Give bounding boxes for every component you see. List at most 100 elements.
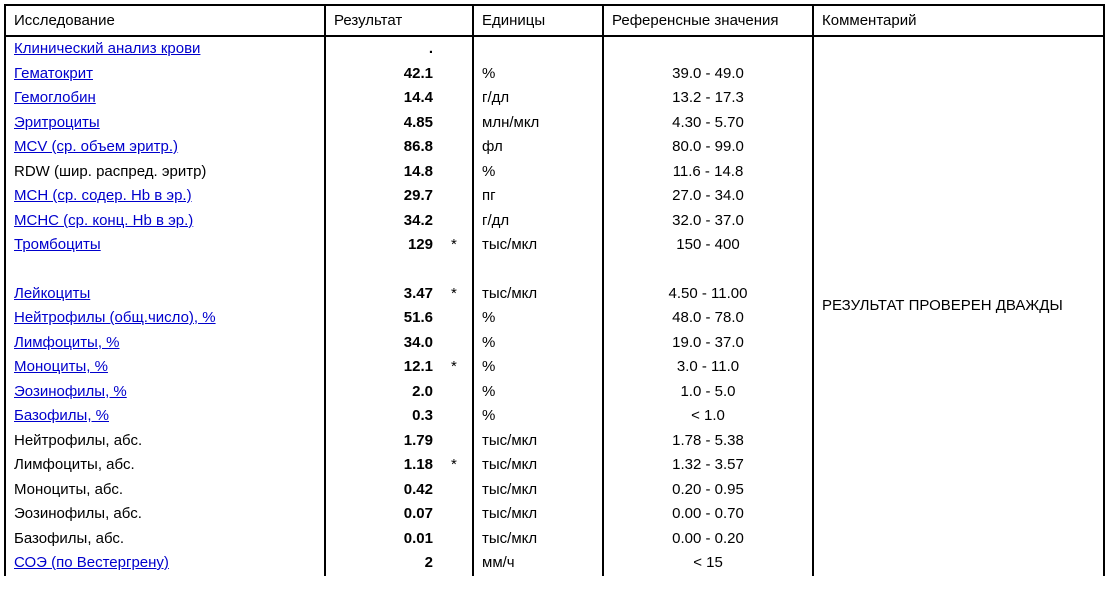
result-value: 29.7 (334, 185, 435, 208)
flag-cell (443, 184, 473, 209)
flag-cell (443, 527, 473, 552)
blank-cell (5, 258, 325, 282)
test-name-cell: Моноциты, % (5, 355, 325, 380)
result-cell: 3.47 (325, 282, 443, 307)
test-label: Моноциты, абс. (14, 481, 123, 498)
test-name-cell: Эозинофилы, % (5, 380, 325, 405)
result-value: 2.0 (334, 381, 435, 404)
result-value: 0.42 (334, 479, 435, 502)
flag-cell: * (443, 453, 473, 478)
test-link[interactable]: Эозинофилы, % (14, 383, 127, 400)
result-cell: 4.85 (325, 111, 443, 136)
table-row: Клинический анализ крови.РЕЗУЛЬТАТ ПРОВЕ… (5, 36, 1104, 62)
blank-cell (325, 258, 443, 282)
test-link[interactable]: Базофилы, % (14, 407, 109, 424)
result-cell: 1.79 (325, 429, 443, 454)
blank-cell (473, 258, 603, 282)
test-label: Лимфоциты, абс. (14, 456, 135, 473)
test-name-cell: MCV (ср. объем эритр.) (5, 135, 325, 160)
test-name-cell: MCH (ср. содер. Hb в эр.) (5, 184, 325, 209)
test-link[interactable]: Моноциты, % (14, 358, 108, 375)
test-link[interactable]: Лимфоциты, % (14, 334, 120, 351)
test-link[interactable]: Клинический анализ крови (14, 40, 200, 57)
flag-cell (443, 478, 473, 503)
test-link[interactable]: MCV (ср. объем эритр.) (14, 138, 178, 155)
flag-cell (443, 306, 473, 331)
test-link[interactable]: MCHC (ср. конц. Hb в эр.) (14, 212, 193, 229)
units-cell: % (473, 380, 603, 405)
blank-cell (603, 258, 813, 282)
flag-cell (443, 135, 473, 160)
test-link[interactable]: СОЭ (по Вестергрену) (14, 554, 169, 571)
test-name-cell: Лейкоциты (5, 282, 325, 307)
test-name-cell: Базофилы, абс. (5, 527, 325, 552)
test-link[interactable]: Лейкоциты (14, 285, 90, 302)
test-name-cell: Клинический анализ крови (5, 36, 325, 62)
result-cell: 0.01 (325, 527, 443, 552)
comment-text: РЕЗУЛЬТАТ ПРОВЕРЕН ДВАЖДЫ (822, 297, 1063, 314)
result-value: 129 (334, 234, 435, 257)
reference-cell: 48.0 - 78.0 (603, 306, 813, 331)
units-cell: % (473, 355, 603, 380)
result-value: 1.18 (334, 454, 435, 477)
flag-cell (443, 404, 473, 429)
flag-cell (443, 551, 473, 576)
col-header-comment: Комментарий (813, 5, 1104, 36)
test-link[interactable]: Нейтрофилы (общ.число), % (14, 309, 216, 326)
flag-cell (443, 62, 473, 87)
test-name-cell: Эритроциты (5, 111, 325, 136)
units-cell: мм/ч (473, 551, 603, 576)
result-cell: 14.4 (325, 86, 443, 111)
test-name-cell: СОЭ (по Вестергрену) (5, 551, 325, 576)
test-name-cell: Гемоглобин (5, 86, 325, 111)
test-name-cell: Гематокрит (5, 62, 325, 87)
test-link[interactable]: Тромбоциты (14, 236, 101, 253)
result-value: 14.8 (334, 161, 435, 184)
flag-cell (443, 502, 473, 527)
result-cell: 12.1 (325, 355, 443, 380)
result-value: 0.01 (334, 528, 435, 551)
result-value: 0.3 (334, 405, 435, 428)
comment-cell: РЕЗУЛЬТАТ ПРОВЕРЕН ДВАЖДЫ (813, 36, 1104, 576)
test-link[interactable]: Гемоглобин (14, 89, 96, 106)
test-name-cell: MCHC (ср. конц. Hb в эр.) (5, 209, 325, 234)
reference-cell: 27.0 - 34.0 (603, 184, 813, 209)
units-cell: % (473, 404, 603, 429)
col-header-reference: Референсные значения (603, 5, 813, 36)
test-label: Эозинофилы, абс. (14, 505, 142, 522)
units-cell: г/дл (473, 86, 603, 111)
result-cell: 2.0 (325, 380, 443, 405)
test-link[interactable]: MCH (ср. содер. Hb в эр.) (14, 187, 192, 204)
blank-cell (443, 258, 473, 282)
flag-cell: * (443, 282, 473, 307)
result-value: 0.07 (334, 503, 435, 526)
units-cell: % (473, 331, 603, 356)
units-cell: г/дл (473, 209, 603, 234)
flag-cell (443, 209, 473, 234)
units-cell: % (473, 160, 603, 185)
result-cell: 2 (325, 551, 443, 576)
result-value: 3.47 (334, 283, 435, 306)
result-cell: 86.8 (325, 135, 443, 160)
reference-cell: 19.0 - 37.0 (603, 331, 813, 356)
units-cell: фл (473, 135, 603, 160)
test-label: Базофилы, абс. (14, 530, 124, 547)
reference-cell: 32.0 - 37.0 (603, 209, 813, 234)
result-value: 34.0 (334, 332, 435, 355)
test-name-cell: Моноциты, абс. (5, 478, 325, 503)
test-name-cell: Лимфоциты, % (5, 331, 325, 356)
reference-cell: 3.0 - 11.0 (603, 355, 813, 380)
test-name-cell: Тромбоциты (5, 233, 325, 258)
units-cell: млн/мкл (473, 111, 603, 136)
flag-cell (443, 380, 473, 405)
lab-results-table: Исследование Результат Единицы Референсн… (4, 4, 1105, 576)
reference-cell: 4.50 - 11.00 (603, 282, 813, 307)
test-link[interactable]: Эритроциты (14, 114, 100, 131)
result-cell: 0.07 (325, 502, 443, 527)
result-cell: 42.1 (325, 62, 443, 87)
test-name-cell: Базофилы, % (5, 404, 325, 429)
test-link[interactable]: Гематокрит (14, 65, 93, 82)
result-cell: 129 (325, 233, 443, 258)
flag-cell (443, 36, 473, 62)
units-cell: тыс/мкл (473, 502, 603, 527)
